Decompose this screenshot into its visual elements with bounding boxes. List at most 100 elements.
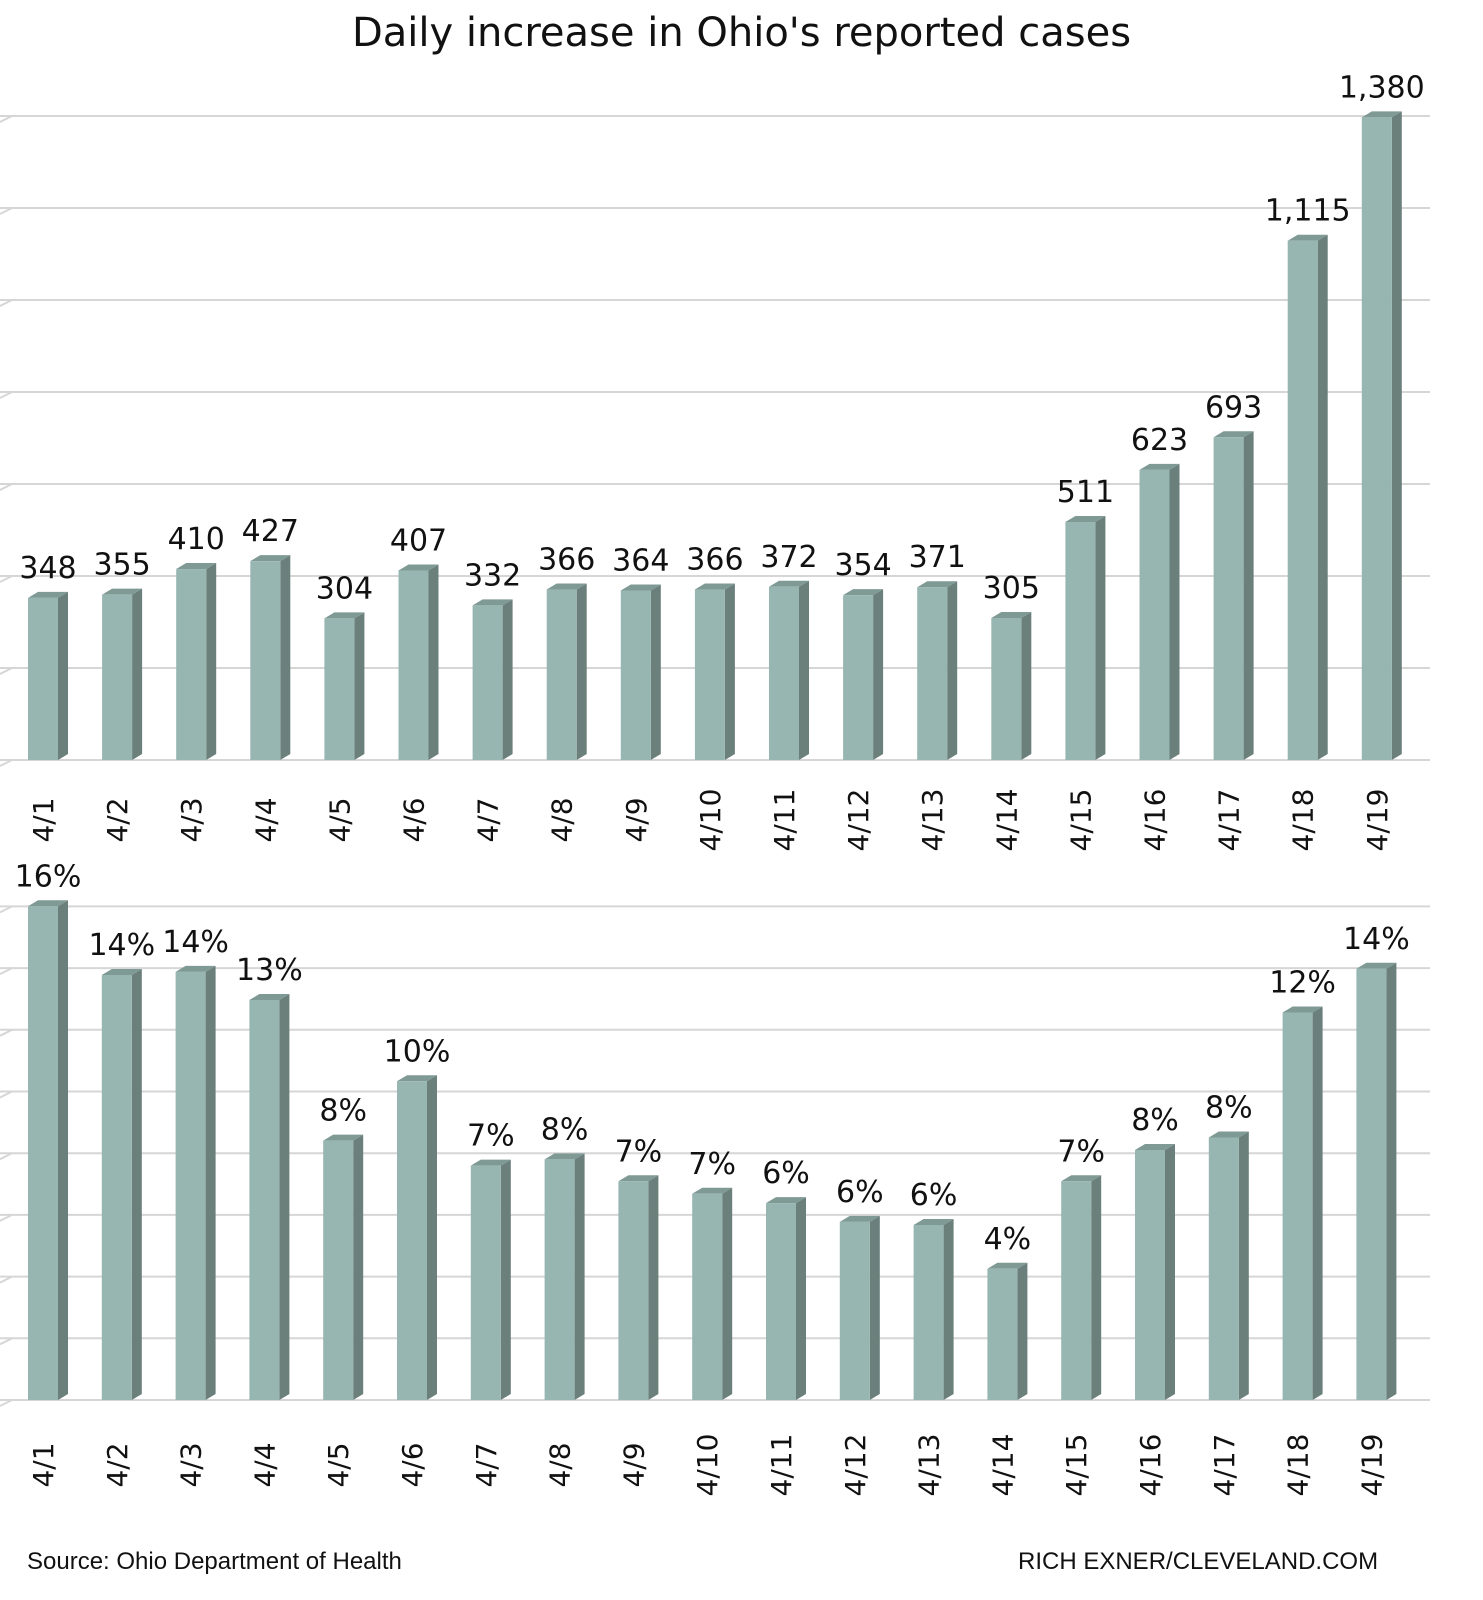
bottom-data-label: 4% [984, 1222, 1032, 1257]
bottom-bar [28, 900, 68, 1400]
bottom-category-label: 4/9 [617, 1442, 650, 1487]
top-bar [546, 583, 587, 760]
top-data-label: 366 [686, 543, 743, 578]
top-category-label: 4/12 [842, 789, 875, 852]
top-data-label: 305 [983, 571, 1040, 606]
bottom-gridline-edge [0, 1214, 13, 1222]
top-bar [917, 581, 958, 760]
top-bar [28, 591, 68, 760]
bottom-category-label: 4/15 [1060, 1434, 1093, 1497]
top-category-label: 4/9 [620, 797, 653, 842]
bottom-bar [987, 1262, 1028, 1400]
top-data-label: 304 [316, 571, 373, 606]
top-data-label: 407 [390, 523, 447, 558]
bottom-bar [766, 1197, 806, 1400]
bottom-category-label: 4/7 [470, 1442, 503, 1487]
bottom-bar [1135, 1144, 1175, 1400]
top-category-label: 4/19 [1361, 789, 1394, 852]
bottom-bar [249, 994, 290, 1400]
bottom-category-label: 4/16 [1134, 1434, 1167, 1497]
bottom-bar [1061, 1175, 1102, 1400]
percent-increase-chart: 16%4/114%4/214%4/313%4/48%4/510%4/67%4/7… [0, 859, 1430, 1496]
bottom-data-label: 8% [1131, 1103, 1179, 1138]
top-gridline-edge [0, 299, 13, 307]
top-bar [1139, 463, 1180, 760]
top-bar [398, 564, 439, 760]
bottom-category-label: 4/19 [1355, 1434, 1388, 1497]
bottom-data-label: 6% [836, 1175, 884, 1210]
top-category-label: 4/5 [323, 797, 356, 842]
top-bar [250, 555, 291, 760]
bottom-category-label: 4/4 [248, 1442, 281, 1487]
bottom-category-label: 4/12 [839, 1434, 872, 1497]
daily-increase-chart: 348 4/1 355 4/2 410 4/3 427 4/4 304 4/5 407 4/6 332 4… [0, 70, 1430, 851]
top-data-label: 366 [538, 543, 595, 578]
bottom-data-label: 7% [1057, 1134, 1105, 1169]
top-category-label: 4/8 [546, 797, 579, 842]
top-bar [472, 599, 513, 760]
bottom-data-label: 14% [162, 925, 229, 960]
bottom-bar [913, 1219, 954, 1400]
bottom-bar [175, 965, 216, 1400]
top-gridline-edge [0, 667, 13, 675]
bottom-gridline-edge [0, 1337, 13, 1346]
bottom-bar [101, 969, 142, 1400]
top-category-label: 4/6 [398, 797, 431, 842]
top-category-label: 4/10 [694, 789, 727, 852]
bottom-data-label: 6% [910, 1178, 958, 1213]
bottom-gridline-edge [0, 1028, 13, 1037]
bottom-data-label: 8% [541, 1112, 589, 1147]
top-data-label: 371 [909, 540, 966, 575]
top-gridline-edge [0, 115, 13, 123]
bottom-bar [1356, 962, 1397, 1400]
bottom-bar [1282, 1006, 1323, 1400]
top-gridline-edge [0, 575, 13, 583]
bottom-category-label: 4/2 [101, 1442, 134, 1487]
bottom-bar [470, 1159, 511, 1400]
top-gridline-edge [0, 759, 13, 767]
bottom-data-label: 14% [88, 928, 155, 963]
top-gridline-edge [0, 483, 13, 491]
bottom-gridline-edge [0, 1090, 13, 1099]
bottom-data-label: 13% [236, 953, 303, 988]
top-category-label: 4/15 [1064, 789, 1097, 852]
top-bar [176, 563, 217, 760]
top-data-label: 348 [19, 551, 76, 586]
bottom-category-label: 4/3 [175, 1442, 208, 1487]
bottom-bar [397, 1075, 437, 1400]
top-data-label: 364 [612, 543, 669, 578]
bottom-bar [839, 1215, 880, 1400]
chart-title: Daily increase in Ohio's reported cases [351, 10, 1132, 56]
bottom-category-label: 4/8 [544, 1442, 577, 1487]
top-category-label: 4/3 [175, 797, 208, 842]
top-data-label: 511 [1057, 475, 1114, 510]
bottom-gridline-edge [0, 1152, 13, 1161]
top-gridline-edge [0, 207, 13, 215]
credit-note: RICH EXNER/CLEVELAND.COM [1018, 1548, 1379, 1575]
bottom-gridline-edge [0, 1399, 13, 1407]
top-category-label: 4/7 [472, 797, 505, 842]
bottom-bar [323, 1134, 364, 1400]
top-category-label: 4/16 [1139, 789, 1172, 852]
top-bar [991, 611, 1032, 760]
top-data-label: 693 [1205, 390, 1262, 425]
bottom-data-label: 8% [1205, 1091, 1253, 1126]
bottom-category-label: 4/10 [691, 1434, 724, 1497]
top-bar [102, 588, 143, 760]
bottom-bar [618, 1175, 659, 1400]
bottom-data-label: 14% [1343, 922, 1410, 957]
top-category-label: 4/17 [1213, 789, 1246, 852]
bottom-data-label: 10% [384, 1034, 451, 1069]
bottom-data-label: 8% [319, 1094, 367, 1129]
top-data-label: 623 [1131, 423, 1188, 458]
top-bar [620, 584, 661, 760]
bottom-bar [692, 1187, 733, 1400]
top-data-label: 372 [760, 540, 817, 575]
bottom-category-label: 4/13 [913, 1434, 946, 1497]
top-bar [843, 589, 884, 760]
top-category-label: 4/11 [768, 789, 801, 852]
bottom-data-label: 12% [1269, 966, 1336, 1001]
bottom-bar [544, 1153, 585, 1400]
top-category-label: 4/13 [916, 789, 949, 852]
bottom-category-label: 4/5 [322, 1442, 355, 1487]
